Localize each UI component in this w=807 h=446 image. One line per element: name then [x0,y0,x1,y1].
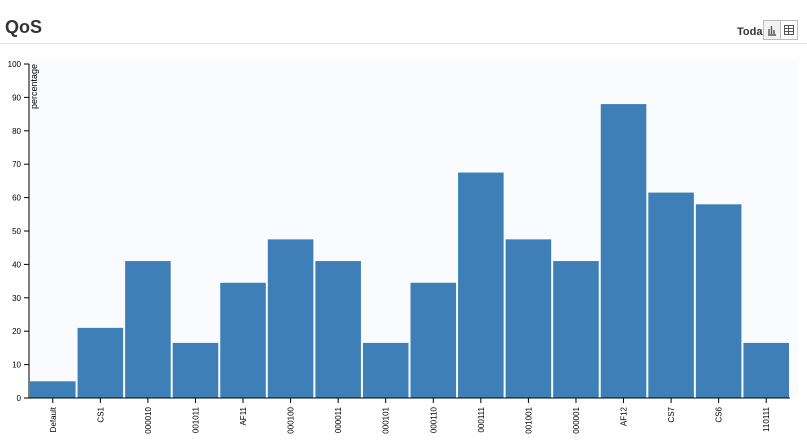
bar [77,327,124,398]
x-tick-label: CS6 [715,406,724,422]
bar [600,104,647,398]
x-tick-label: 000110 [429,406,438,433]
period-label[interactable]: Today [737,26,769,38]
y-tick-label: 40 [12,260,21,269]
y-tick-label: 60 [12,194,21,203]
x-tick-label: CS7 [667,406,676,422]
bar [172,342,219,398]
x-tick-label: Default [49,406,58,432]
x-tick-label: 000111 [477,406,486,432]
bar [743,342,789,398]
bar [458,172,504,398]
table-icon [784,25,794,35]
bar [648,192,694,398]
y-tick-label: 100 [8,60,22,69]
y-tick-label: 30 [12,294,21,303]
x-tick-label: 001001 [524,406,533,433]
x-tick-label: AF11 [239,406,248,425]
bar [553,261,599,398]
x-tick-label: AF12 [620,406,629,426]
bar [220,282,266,398]
y-tick-label: 90 [12,93,21,102]
view-toggle [763,20,798,40]
bar [125,261,171,398]
y-axis-label: percentage [29,64,39,109]
bar [30,381,76,398]
bar [267,239,314,398]
y-tick-label: 10 [12,361,21,370]
x-tick-label: 000010 [144,406,153,433]
x-tick-label: 000100 [287,406,296,433]
y-tick-label: 50 [12,227,21,236]
bar [410,282,457,398]
bar [505,239,552,398]
x-tick-label: CS1 [96,406,105,422]
bar [315,261,361,398]
x-tick-label: 000011 [334,406,343,433]
y-tick-label: 0 [17,394,22,403]
x-tick-label: 000101 [382,406,391,433]
x-tick-label: 110111 [762,406,771,431]
y-tick-label: 70 [12,160,21,169]
chart-icon [768,26,776,36]
y-tick-label: 20 [12,327,21,336]
bar [362,342,409,398]
y-tick-label: 80 [12,127,21,136]
x-tick-label: 000001 [572,406,581,433]
x-tick-label: 001011 [191,406,200,433]
bar [695,204,742,398]
widget-title: QoS [5,17,42,37]
